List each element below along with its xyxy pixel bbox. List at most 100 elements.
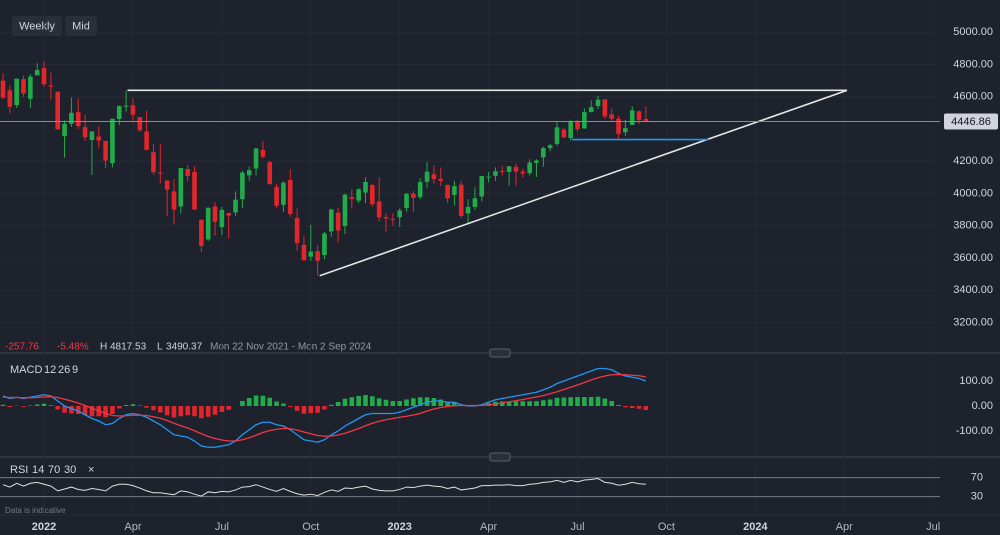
candle-body [527,162,532,174]
pane-resize-handle[interactable] [489,452,511,462]
indicator-param: 30 [64,464,76,476]
candle-body [199,219,204,246]
candle-body [383,217,389,219]
rsi-line [2,478,646,497]
candle-body [308,251,314,257]
candle-body [14,78,19,106]
histogram-bar [69,406,74,414]
histogram-bar [636,406,642,409]
candle-body [178,168,184,207]
histogram-bar [144,406,149,408]
histogram-bar [513,401,519,406]
histogram-bar [178,406,184,417]
candle-body [260,150,266,157]
candle-body [534,160,539,163]
y-tick-label: 3800.00 [953,220,993,232]
histogram-bar [171,406,177,418]
x-tick-label: 2024 [743,521,768,533]
candle-body [21,79,26,94]
candle-body [506,166,512,172]
y-tick-label: 100.00 [959,375,993,387]
histogram-bar [34,404,40,406]
x-tick-label: Jul [570,521,584,533]
y-tick-label: 4000.00 [953,187,993,199]
candle-body [376,201,382,218]
histogram-bar [267,397,273,406]
x-tick-label: 2023 [387,521,411,533]
candle-body [541,148,546,158]
candle-body [342,194,348,226]
x-tick-label: 2022 [32,521,56,533]
candle-body [575,120,580,130]
candle-body [568,120,573,139]
histogram-bar [260,395,266,406]
candle-body [520,171,526,174]
histogram-bar [561,397,567,406]
candle-body [34,70,40,76]
high-label: H [100,342,107,353]
candle-body [356,189,361,201]
candle-body [28,76,33,99]
histogram-bar [28,405,33,406]
candle-body [582,112,587,129]
histogram-bar [554,397,560,406]
candle-body [623,128,628,133]
histogram-bar [219,406,225,412]
histogram-bar [356,396,361,406]
candle-body [205,207,211,240]
candle-body [171,191,177,210]
candle-body [349,197,355,200]
indicator-close[interactable]: × [88,464,94,476]
y-tick-label: 3200.00 [953,316,993,328]
high-value: 4817.53 [110,342,147,353]
candle-body [493,171,498,176]
histogram-bar [301,406,307,414]
x-tick-label: Jul [926,521,940,533]
candle-body [267,162,273,185]
candle-body [452,186,457,195]
price-type-label[interactable]: Mid [72,20,90,32]
histogram-bar [328,404,334,406]
histogram-bar [629,406,635,408]
interval-label[interactable]: Weekly [19,20,55,32]
candle-body [404,193,409,208]
histogram-bar [82,406,88,416]
last-price-box [944,113,998,130]
candle-body [602,99,608,117]
histogram-bar [137,405,143,406]
x-tick-label: Oct [302,521,319,533]
histogram-bar [582,397,587,406]
candle-body [472,198,478,207]
candle-body [281,182,286,205]
candle-body [417,182,423,198]
low-label: L [157,342,163,353]
candle-body [411,193,416,198]
candle-body [588,107,594,113]
candle-body [96,136,102,141]
histogram-bar [110,406,115,414]
candle-body [445,184,450,199]
candle-body [158,172,163,174]
histogram-bar [370,396,375,406]
candle-body [328,209,334,232]
candle-body [62,123,67,137]
candle-body [513,166,519,172]
interval-button[interactable] [12,16,62,36]
candle-body [219,209,225,228]
histogram-bar [417,397,423,406]
y-tick-label: 70 [971,472,983,484]
toolbar: Weekly Mid [12,16,97,36]
histogram-bar [506,401,512,406]
indicator-name: RSI [10,464,28,476]
candle-body [253,148,259,169]
footer-note: Data is indicative [5,506,66,515]
candle-body [89,131,95,140]
candle-body [547,145,553,149]
histogram-bar [151,406,156,411]
candle-body [274,186,279,206]
pane-resize-handle[interactable] [489,348,511,358]
price-type-button[interactable] [65,16,97,36]
histogram-bar [376,398,382,406]
